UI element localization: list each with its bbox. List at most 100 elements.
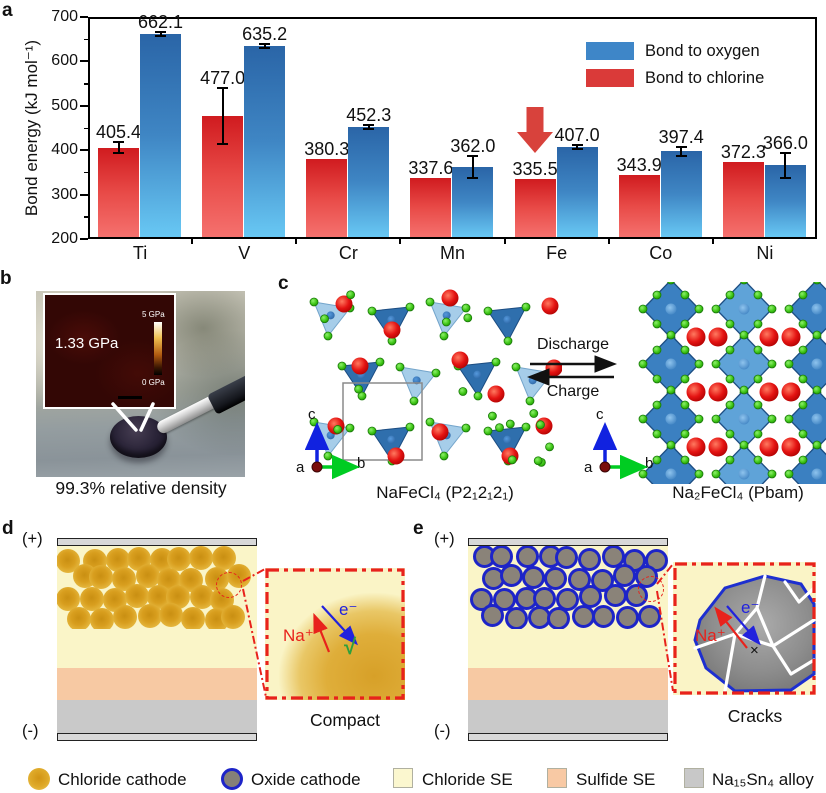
electron-label-e: e⁻: [741, 598, 760, 617]
bar-value-label: 335.5: [512, 158, 558, 179]
error-bar-cap: [467, 177, 479, 180]
y-tick-label: 300: [51, 185, 78, 203]
y-minor-tick: [84, 127, 88, 129]
x-boundary-tick: [711, 239, 714, 244]
y-minor-tick: [84, 171, 88, 174]
panel-d-letter: d: [2, 518, 14, 539]
error-bar: [263, 43, 266, 48]
x-category-label: Fe: [546, 243, 568, 263]
modulus-value: 1.33 GPa: [55, 335, 119, 352]
panel-c-letter: c: [278, 273, 289, 294]
x-category-label: Cr: [338, 243, 358, 263]
bar-value-label: 662.1: [137, 11, 184, 32]
cracks-inset: Na⁺ e⁻ ×: [673, 562, 816, 695]
panel-b-letter: b: [0, 268, 12, 289]
error-bar: [221, 88, 224, 144]
oxide-cathode-particle: [571, 605, 595, 629]
relative-density-caption: 99.3% relative density: [55, 478, 227, 498]
oxide-cathode-particle: [516, 546, 540, 568]
oxide-cathode-layer: [468, 546, 668, 629]
bar-value-label: 407.0: [554, 125, 600, 146]
chloride-cathode-particle: [166, 547, 191, 572]
y-major-tick: [80, 238, 88, 240]
y-minor-tick: [84, 216, 88, 218]
y-minor-tick: [84, 83, 88, 85]
chloride-cathode-legend-label: Chloride cathode: [58, 770, 187, 789]
highlight-down-arrow-icon: [517, 107, 554, 153]
oxide-cathode-particle: [615, 605, 639, 629]
x-boundary-tick: [607, 239, 610, 244]
error-bar-cap: [155, 30, 166, 33]
chloride-cathode-particle: [57, 549, 81, 574]
x-category-label: Ni: [756, 243, 774, 263]
bar-bond-to-chlorine-Mn: [410, 177, 452, 237]
axis-c-label-left: c: [308, 406, 316, 423]
compact-particle: [265, 568, 405, 700]
y-major-tick: [80, 149, 88, 152]
oxide-cathode-particle: [592, 604, 616, 628]
chloride-cathode-particle: [113, 604, 138, 629]
error-bar-cap: [779, 176, 791, 179]
error-bar-cap: [571, 144, 583, 147]
na-ion-label-d: Na⁺: [283, 626, 314, 645]
oxide-cathode-legend-label: Oxide cathode: [251, 770, 361, 789]
error-bar: [471, 155, 474, 179]
y-tick-label: 500: [51, 96, 78, 114]
callout-ring-e: [638, 576, 664, 602]
oxide-cathode-particle: [499, 564, 523, 588]
error-bar-cap: [571, 147, 583, 150]
chloride-cathode-particle: [188, 546, 213, 570]
sulfide-se-layer-d: [57, 668, 257, 700]
sulfide-se-legend-label: Sulfide SE: [576, 770, 656, 789]
oxide-cathode-particle: [637, 604, 661, 628]
bar-value-label: 372.3: [720, 142, 766, 163]
error-bar: [159, 31, 162, 37]
bar-value-label: 405.4: [95, 122, 142, 143]
compact-inset: Na⁺ e⁻ √: [265, 568, 405, 700]
legend-swatch-bond-to-chlorine: [586, 69, 634, 87]
alloy-layer-d: [57, 700, 257, 733]
chloride-cathode-particle: [220, 604, 245, 629]
chloride-cathode-particle: [137, 603, 162, 628]
bar-bond-to-chlorine-Cr: [306, 158, 348, 237]
error-bar: [784, 152, 787, 178]
bond-energy-chart: Bond energy (kJ mol⁻¹) 200 300 400 500 600 70…: [0, 0, 826, 266]
current-collector-top-e: [468, 538, 668, 546]
oxide-cathode-particle: [555, 588, 579, 612]
chloride-cathode-particle: [89, 565, 114, 590]
modulus-color-scale: [154, 322, 162, 375]
axis-b-label-left: b: [357, 455, 366, 472]
x-category-label: Co: [649, 243, 673, 263]
chloride-cathode-particle: [181, 607, 206, 629]
bar-value-label: 362.0: [450, 135, 496, 156]
axis-a-label-left: a: [296, 459, 305, 476]
nafecl4-caption: NaFeCl₄ (P2₁2₁2₁): [376, 483, 514, 502]
legend-swatch-bond-to-oxygen: [586, 42, 634, 60]
error-bar-cap: [259, 42, 271, 45]
panel-a-letter: a: [2, 0, 13, 21]
error-bar-cap: [113, 141, 124, 144]
na2fecl4-caption: Na₂FeCl₄ (Pbam): [672, 483, 804, 502]
legend-label-bond-to-oxygen: Bond to oxygen: [645, 42, 760, 60]
y-major-tick: [80, 104, 88, 107]
chloride-se-swatch-icon: [393, 768, 413, 788]
chloride-cathode-particle: [159, 603, 184, 628]
oxide-cathode-particle: [603, 584, 627, 608]
panel-e-letter: e: [413, 518, 424, 539]
oxide-cathode-particle: [521, 566, 545, 590]
chloride-cathode-particle: [124, 583, 149, 608]
inset-d-graphics: [265, 568, 405, 700]
axis-triad-right: [592, 422, 648, 480]
x-category-label: Mn: [439, 243, 465, 263]
chloride-cathode-particle: [189, 585, 214, 610]
sulfide-se-layer-e: [468, 668, 668, 700]
y-major-tick: [80, 193, 88, 196]
bar-value-label: 477.0: [200, 68, 246, 89]
bar-bond-to-oxygen-Cr: [348, 126, 390, 237]
bar-value-label: 635.2: [242, 23, 288, 44]
compact-caption: Compact: [309, 710, 381, 730]
bar-bond-to-oxygen-Ti: [140, 33, 181, 237]
chloride-se-region-d: [57, 546, 257, 668]
scale-min-label: 0 GPa: [142, 378, 165, 387]
error-bar: [367, 124, 370, 130]
